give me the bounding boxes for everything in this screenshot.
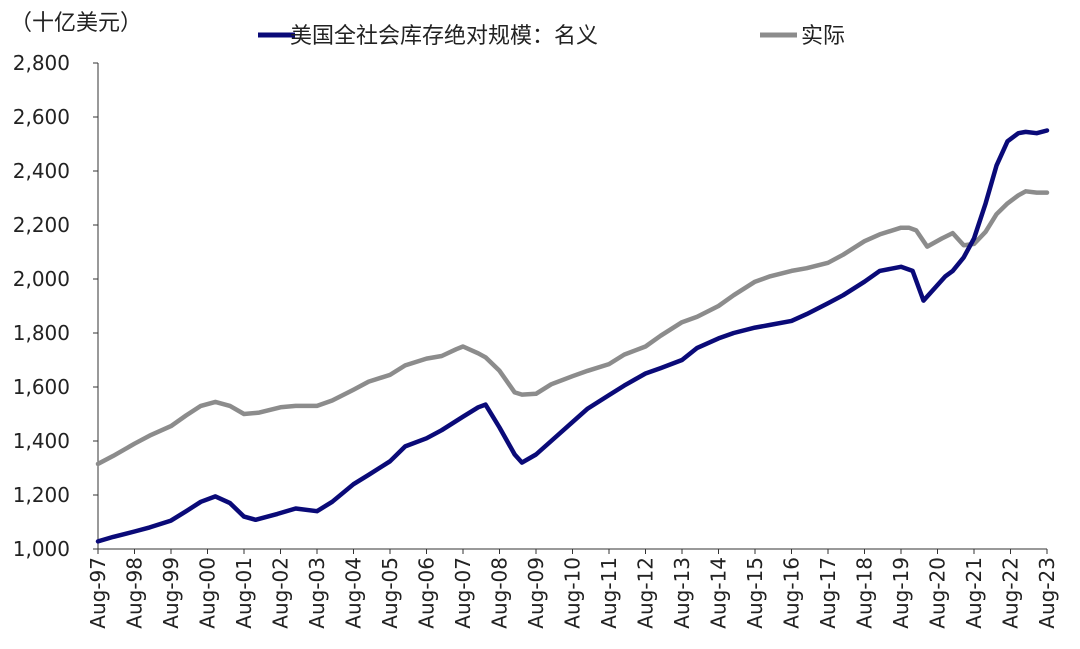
y-tick-label: 2,800 [13,51,70,75]
x-tick-label: Aug-00 [196,557,220,629]
x-tick-label: Aug-08 [488,557,512,629]
x-tick-label: Aug-10 [561,557,585,629]
x-tick-label: Aug-04 [342,557,366,629]
y-tick-label: 2,600 [13,105,70,129]
x-tick-label: Aug-15 [743,557,767,629]
y-tick-label: 2,200 [13,213,70,237]
unit-label: （十亿美元） [10,11,142,36]
y-tick-label: 2,000 [13,267,70,291]
x-tick-label: Aug-20 [926,557,950,629]
x-tick-label: Aug-16 [780,557,804,629]
x-tick-label: Aug-11 [597,557,621,629]
x-tick-label: Aug-07 [451,557,475,629]
x-tick-label: Aug-02 [269,557,293,629]
series-lines [95,128,1050,544]
y-tick-label: 1,800 [13,321,70,345]
x-tick-label: Aug-13 [670,557,694,629]
x-tick-label: Aug-22 [999,557,1023,629]
series-line-real [95,189,1050,467]
x-tick-label: Aug-98 [123,557,147,629]
x-tick-label: Aug-99 [159,557,183,629]
y-tick-label: 1,000 [13,537,70,561]
x-tick-label: Aug-06 [415,557,439,629]
x-tick-label: Aug-12 [634,557,658,629]
x-tick-label: Aug-09 [524,557,548,629]
series-line-nominal [95,128,1050,544]
x-tick-label: Aug-18 [853,557,877,629]
x-tick-label: Aug-97 [86,557,110,629]
legend-label-real: 实际 [801,24,845,49]
x-tick-label: Aug-19 [889,557,913,629]
x-tick-label: Aug-14 [707,557,731,629]
x-tick-label: Aug-03 [305,557,329,629]
y-tick-label: 1,200 [13,483,70,507]
axes [93,62,1048,554]
y-tick-label: 1,400 [13,429,70,453]
y-tick-label: 1,600 [13,375,70,399]
x-tick-label: Aug-01 [232,557,256,629]
legend-label-nominal: 美国全社会库存绝对规模：名义 [290,24,598,49]
x-tick-label: Aug-05 [378,557,402,629]
y-tick-label: 2,400 [13,159,70,183]
x-tick-label: Aug-21 [962,557,986,629]
x-tick-label: Aug-17 [816,557,840,629]
tick-labels: 1,000 1,200 1,400 1,600 1,800 2,000 2,200 2,400… [13,51,1059,629]
x-tick-label: Aug-23 [1035,557,1059,629]
legend: 美国全社会库存绝对规模：名义 实际 [258,24,845,49]
